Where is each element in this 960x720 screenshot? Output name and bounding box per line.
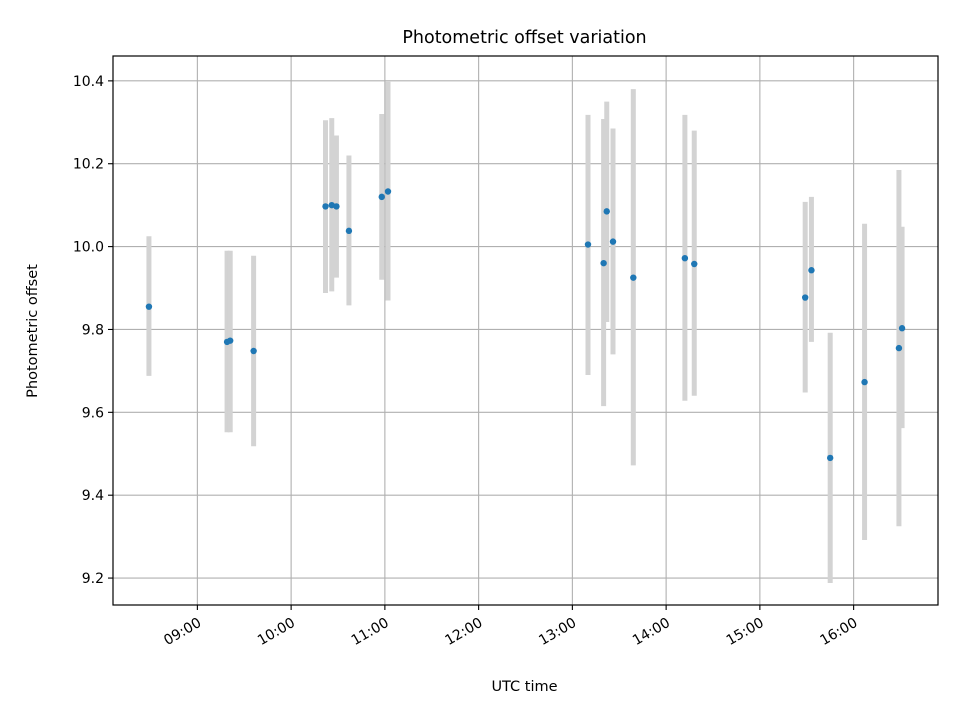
y-axis-label: Photometric offset [25,264,41,398]
data-point [691,260,698,268]
data-point [609,238,617,245]
data-point [895,344,903,352]
data-point [322,203,329,210]
data-point [861,378,868,386]
y-tick-label: 9.4 [82,488,104,504]
data-point [603,208,610,215]
y-tick-label: 9.6 [82,405,104,421]
data-point [250,347,257,355]
data-point [584,241,592,248]
y-tick-label: 9.2 [82,571,104,587]
data-point [226,337,234,344]
y-axis-ticks: 9.2 9.4 9.6 9.8 10.0 10.2 10.4 [73,74,113,587]
data-point [384,188,392,195]
data-point [600,259,607,267]
y-tick-label: 10.2 [73,157,104,173]
data-point [898,325,906,332]
y-tick-label: 9.8 [82,322,104,338]
grid [113,56,938,605]
data-points [145,188,906,462]
x-axis-label: UTC time [491,679,557,695]
chart-title: Photometric offset variation [402,28,646,48]
y-tick-label: 10.4 [73,74,104,90]
data-point [808,267,815,274]
plot-frame [112,55,939,606]
data-point [826,454,834,462]
data-point [378,193,385,201]
data-point [630,274,637,281]
data-point [681,254,689,262]
data-point [333,203,340,210]
data-point [801,294,809,301]
data-point [345,227,353,235]
y-tick-label: 10.0 [73,240,104,256]
data-point [145,303,153,310]
